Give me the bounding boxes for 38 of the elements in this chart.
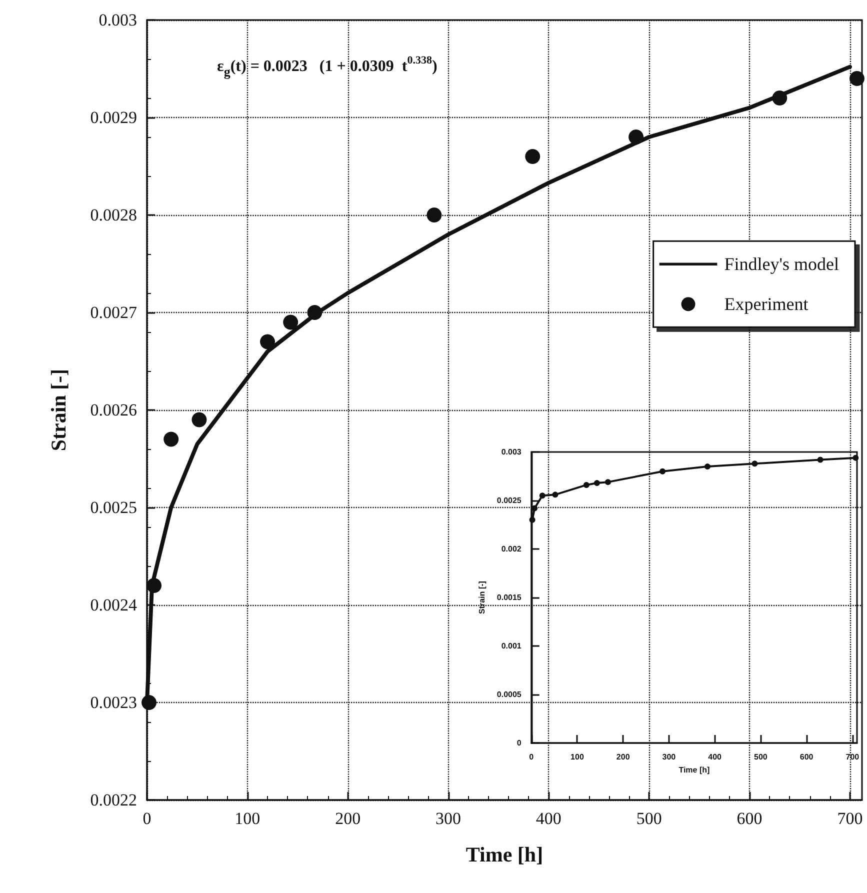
x-tick-label: 600 [736, 809, 762, 828]
x-tick-label: 0 [142, 809, 152, 828]
y-tick-label: 0.0025 [90, 498, 137, 517]
legend-label: Findley's model [724, 254, 840, 274]
y-tick-label: 0.001 [501, 642, 522, 650]
x-tick-label: 100 [234, 809, 260, 828]
y-tick-label: 0.0015 [496, 593, 522, 602]
y-tick-label: 0.0029 [90, 108, 137, 127]
x-tick-label: 500 [636, 809, 662, 828]
y-axis-title: Strain [-] [46, 368, 70, 452]
x-tick-label: 700 [846, 752, 860, 762]
y-tick-label: 0.0025 [496, 496, 522, 505]
x-tick-label: 400 [708, 752, 722, 762]
y-axis-title: Strain [-] [478, 580, 486, 614]
x-tick-label: 700 [837, 809, 863, 828]
x-tick-label: 300 [662, 752, 676, 762]
y-tick-label: 0.002 [501, 544, 522, 554]
x-axis-title: Time [h] [466, 842, 544, 867]
y-tick-label: 0.0024 [90, 596, 138, 614]
y-tick-label: 0.0028 [90, 206, 137, 224]
y-tick-label: 0.0026 [90, 400, 137, 420]
y-tick-label: 0 [516, 738, 522, 748]
x-tick-label: 200 [616, 752, 630, 762]
x-tick-label: 0 [529, 752, 534, 762]
x-tick-label: 400 [536, 809, 562, 828]
x-tick-label: 200 [335, 809, 361, 828]
x-axis-title: Time [h] [678, 765, 710, 774]
y-tick-label: 0.0005 [496, 690, 522, 699]
x-tick-label: 100 [570, 752, 584, 762]
legend-label: Experiment [724, 294, 808, 314]
y-tick-label: 0.0022 [90, 790, 137, 810]
y-tick-label: 0.003 [98, 10, 137, 30]
x-tick-label: 500 [754, 752, 768, 762]
x-tick-label: 600 [800, 752, 814, 762]
y-tick-label: 0.0027 [90, 303, 138, 322]
y-tick-label: 0.0023 [90, 693, 137, 712]
y-tick-label: 0.003 [501, 448, 522, 456]
x-tick-label: 300 [436, 809, 462, 828]
